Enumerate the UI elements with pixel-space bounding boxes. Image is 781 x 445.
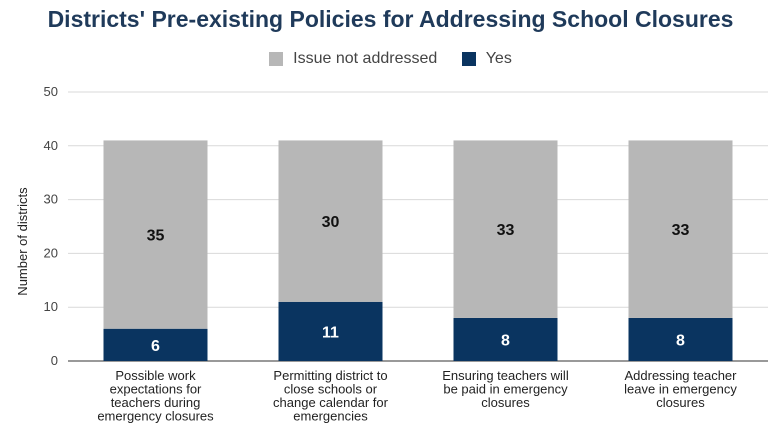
legend-item-issue-not-addressed: Issue not addressed (269, 50, 437, 68)
y-tick-label-40: 40 (44, 138, 58, 153)
category-label-2-line-4: emergencies (293, 409, 368, 424)
y-tick-label-0: 0 (51, 353, 58, 368)
category-label-4-line-3: closures (656, 395, 705, 410)
bar-issue-not-addressed-2 (278, 140, 383, 302)
y-tick-label-10: 10 (44, 299, 58, 314)
data-label-issue-not-addressed-4: 33 (672, 222, 690, 239)
y-tick-label-30: 30 (44, 192, 58, 207)
y-tick-label-50: 50 (44, 84, 58, 99)
data-label-yes-3: 8 (501, 332, 510, 349)
category-label-2-line-2: close schools or (284, 382, 378, 397)
category-label-2-line-1: Permitting district to (273, 368, 387, 383)
chart-title: Districts' Pre-existing Policies for Add… (47, 6, 734, 32)
data-label-yes-4: 8 (676, 332, 685, 349)
bar-yes-3 (453, 317, 558, 361)
data-label-issue-not-addressed-3: 33 (497, 222, 515, 239)
legend-swatch-yes (461, 52, 476, 66)
category-label-1-line-1: Possible work (115, 368, 196, 383)
legend-item-yes: Yes (461, 50, 512, 68)
bar-issue-not-addressed-4 (628, 140, 733, 318)
data-label-yes-1: 6 (151, 338, 160, 355)
y-axis-label: Number of districts (15, 187, 30, 296)
category-label-3-line-1: Ensuring teachers will (442, 368, 569, 383)
category-label-2-line-3: change calendar for (273, 395, 389, 410)
bar-yes-4 (628, 317, 733, 361)
bar-yes-1 (103, 328, 208, 361)
legend: Issue not addressed Yes (0, 50, 781, 71)
data-label-yes-2: 11 (322, 324, 339, 341)
bar-issue-not-addressed-3 (453, 140, 558, 318)
category-label-4-line-2: leave in emergency (624, 382, 737, 397)
category-label-3-line-3: closures (481, 395, 530, 410)
data-label-issue-not-addressed-1: 35 (147, 228, 165, 245)
category-label-4-line-1: Addressing teacher (624, 368, 737, 383)
legend-label-issue-not-addressed: Issue not addressed (293, 50, 438, 67)
legend-swatch-issue-not-addressed (269, 52, 284, 66)
bar-yes-2 (278, 301, 383, 361)
bar-issue-not-addressed-1 (103, 140, 208, 329)
y-tick-label-20: 20 (44, 245, 58, 260)
legend-label-yes: Yes (485, 50, 512, 67)
category-label-3-line-2: be paid in emergency (443, 382, 568, 397)
category-label-1-line-3: teachers during (111, 395, 201, 410)
category-label-1-line-2: expectations for (110, 382, 202, 397)
data-label-issue-not-addressed-2: 30 (322, 214, 340, 231)
category-label-1-line-4: emergency closures (97, 409, 214, 424)
